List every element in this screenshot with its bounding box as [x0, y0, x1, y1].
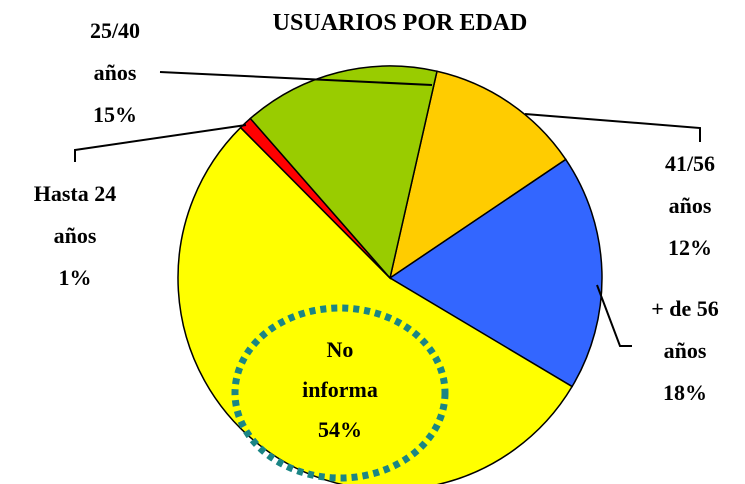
category-label: 41/56 años — [664, 151, 716, 218]
slice-label: No informa 54% — [290, 330, 390, 450]
pie-slice — [177, 126, 574, 484]
value-label: 18% — [663, 380, 707, 405]
slice-label: Hasta 24 años 1% — [20, 173, 130, 299]
category-label: No informa — [302, 337, 378, 402]
slice-label: 25/40 años 15% — [70, 10, 160, 136]
slice-label: + de 56 años 18% — [635, 288, 735, 414]
pie-slice — [388, 158, 603, 388]
value-label: 54% — [318, 417, 362, 442]
value-label: 1% — [58, 265, 92, 290]
category-label: 25/40 años — [89, 18, 141, 85]
highlight-ellipse — [231, 304, 449, 482]
pie-slice — [388, 70, 567, 280]
category-label: + de 56 años — [651, 296, 719, 363]
leader-line — [596, 284, 632, 347]
category-label: Hasta 24 años — [33, 181, 117, 248]
chart-title: USUARIOS POR EDAD — [272, 10, 528, 36]
value-label: 12% — [668, 235, 712, 260]
leader-line — [159, 71, 433, 86]
pie-slice — [249, 65, 438, 280]
leader-line — [524, 113, 701, 142]
slice-label: 41/56 años 12% — [645, 143, 735, 269]
value-label: 15% — [93, 102, 137, 127]
leader-line — [74, 124, 247, 162]
